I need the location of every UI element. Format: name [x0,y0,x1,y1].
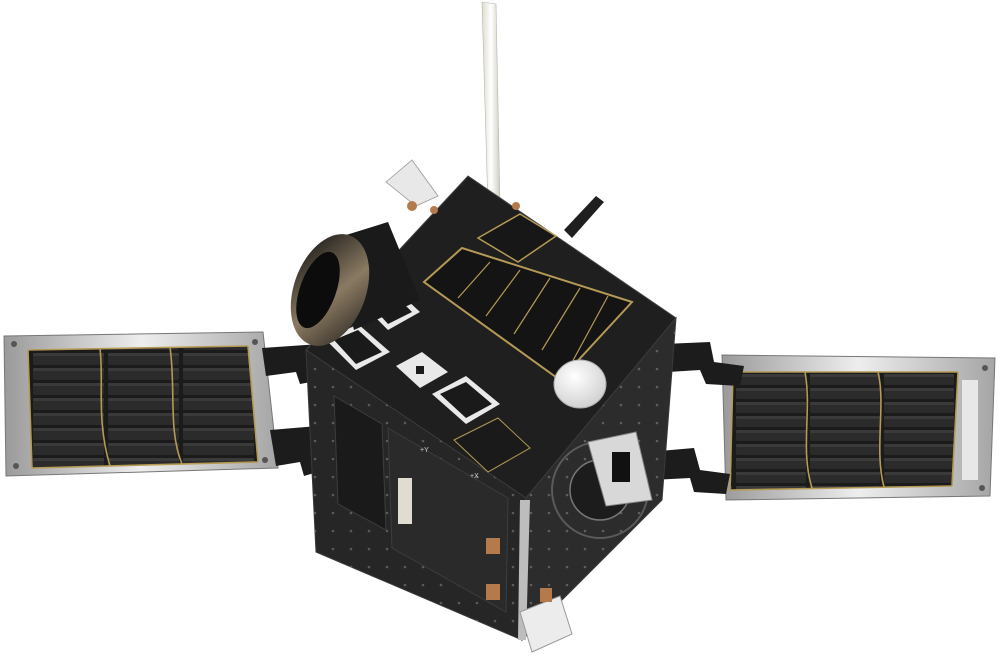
deployment-bracket [385,159,439,207]
star-tracker-baffle [290,222,420,346]
copper-clip [486,538,500,554]
right-panel-bolt [979,485,985,491]
copper-clip [540,588,552,602]
rod-antenna [564,196,604,238]
body-edge-text-2: +X [470,473,479,480]
dome-sensor [553,359,607,409]
copper-fastener [407,201,417,211]
top-circuit-tile [453,417,531,473]
sun-sensor [396,352,448,388]
left-panel-bolt [252,339,258,345]
copper-fastener [512,202,520,210]
right-panel-gold-traces [729,371,959,491]
right-panel-bolt [982,365,988,371]
left-panel-bolt [13,463,19,469]
sensor-window [432,376,500,424]
body-left-solar-strips [333,395,509,613]
right-panel-hinges [648,342,744,494]
right-panel-label-strip [962,380,978,480]
left-panel-gold-traces [27,345,259,469]
left-panel-bolt [11,341,17,347]
copper-clip [486,584,500,600]
left-solar-panel [3,331,279,477]
body-corner-edge [518,500,530,640]
right-solar-panel [721,354,996,501]
left-panel-cells [28,346,258,468]
body-edge-text-1: +Y [420,447,429,454]
satellite-body: +Y +X [290,159,677,653]
right-face-mechanism [551,431,653,539]
right-panel-cells [730,372,958,490]
body-white-label [398,478,412,524]
copper-fastener [430,206,438,214]
left-panel-bolt [262,457,268,463]
top-face-solar-array [422,213,634,382]
